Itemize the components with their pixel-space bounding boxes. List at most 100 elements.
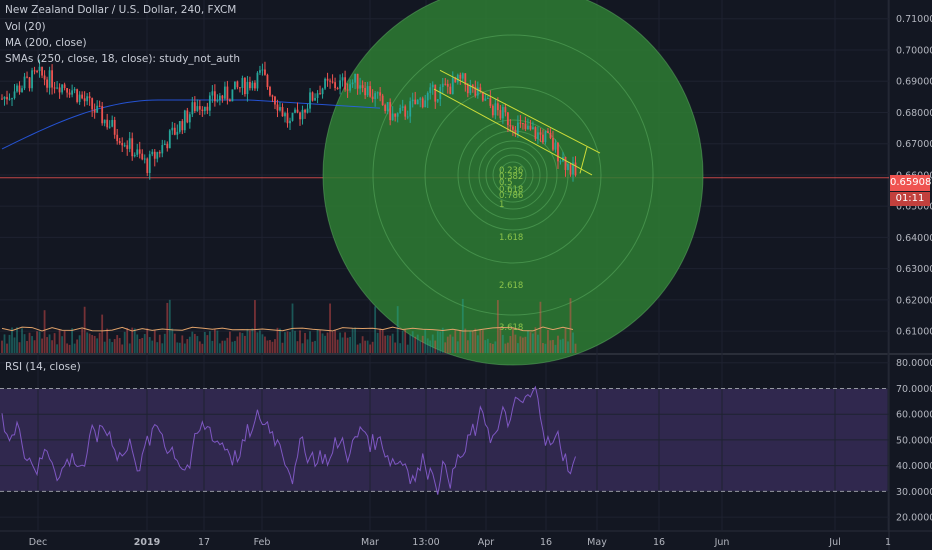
candle-body [391, 113, 394, 121]
candle-body [354, 73, 357, 83]
candle-body [476, 87, 479, 96]
candle-body [537, 132, 539, 139]
candle-body [359, 85, 362, 89]
volume-bar [386, 335, 389, 353]
candle-body [369, 86, 372, 97]
candle-body [444, 83, 447, 85]
sma-legend[interactable]: SMAs (250, close, 18, close): study_not_… [5, 53, 240, 65]
ma-200-path [1, 99, 381, 150]
volume-bar [361, 336, 364, 353]
candle-body [226, 86, 229, 100]
volume-bar [123, 331, 126, 353]
volume-bar [66, 343, 69, 353]
volume-bar [33, 340, 36, 353]
candle-body [231, 89, 234, 102]
volume-bar [93, 335, 96, 353]
volume-bar [321, 333, 324, 353]
volume-bar [143, 334, 146, 353]
price-tick-label: 0.61000 [896, 327, 932, 338]
fib-circle[interactable] [499, 161, 527, 189]
candle-body [158, 152, 161, 154]
volume-bar [366, 340, 369, 353]
volume-bar [251, 328, 254, 353]
channel-upper-line[interactable] [439, 69, 601, 154]
volume-bar [374, 306, 377, 353]
candle-body [409, 101, 412, 117]
volume-bar [401, 330, 404, 353]
volume-bar [394, 342, 397, 353]
fib-circle[interactable] [322, 0, 704, 366]
candle-body [68, 92, 71, 95]
volume-bar [128, 343, 131, 353]
fib-circle[interactable] [372, 34, 654, 316]
rsi-tick-label: 80.0000 [896, 358, 932, 369]
price-tick-label: 0.65000 [896, 202, 932, 213]
countdown-tag: 01:11 [890, 192, 930, 206]
fib-circle[interactable] [492, 154, 534, 196]
channel-edge-line[interactable] [579, 146, 588, 174]
channel-lower-line[interactable] [433, 88, 593, 176]
candlestick-series [1, 59, 577, 182]
candle-body [96, 105, 99, 113]
fib-circle[interactable] [478, 140, 548, 210]
candle-body [429, 87, 432, 93]
candle-body [569, 164, 572, 175]
ma-legend[interactable]: MA (200, close) [5, 37, 87, 49]
volume-bar [286, 331, 289, 353]
volume-legend[interactable]: Vol (20) [5, 21, 46, 33]
candle-body [183, 110, 186, 131]
rsi-legend[interactable]: RSI (14, close) [5, 361, 81, 373]
candle-body [271, 95, 274, 97]
candle-body [321, 88, 324, 95]
candle-body [456, 74, 459, 83]
candle-body [351, 82, 354, 85]
candle-body [524, 123, 527, 130]
volume-bar [319, 330, 321, 353]
volume-bar [534, 327, 537, 353]
volume-bar [81, 328, 84, 353]
rsi-tick-label: 50.0000 [896, 435, 932, 446]
fib-circle[interactable] [424, 86, 602, 264]
candle-body [168, 130, 171, 149]
candle-body [489, 97, 492, 106]
volume-bar [51, 340, 53, 353]
volume-bar [299, 330, 301, 353]
fib-circle[interactable] [485, 147, 541, 203]
fib-circle[interactable] [457, 119, 569, 231]
volume-bar [419, 340, 422, 353]
volume-bar [481, 330, 484, 353]
volume-bar [161, 343, 164, 353]
volume-bar [156, 342, 159, 353]
volume-bar [264, 336, 266, 353]
candle-body [326, 78, 329, 81]
volume-bar [3, 334, 6, 353]
volume-bar [499, 327, 502, 353]
candle-body [484, 98, 487, 101]
candle-body [141, 153, 144, 160]
volume-bar [211, 340, 214, 353]
fib-level-label: 0.5 [499, 178, 513, 188]
candle-body [306, 108, 309, 113]
candle-body [544, 131, 547, 143]
volume-bar [13, 337, 16, 353]
volume-bar [504, 343, 507, 353]
symbol-title[interactable]: New Zealand Dollar / U.S. Dollar, 240, F… [5, 4, 237, 16]
volume-bar [564, 327, 567, 353]
volume-bar [138, 338, 141, 353]
volume-bar [421, 335, 424, 353]
volume-bar [186, 339, 189, 353]
candle-body [153, 151, 156, 159]
candle-body [404, 106, 407, 117]
volume-bar [537, 334, 539, 353]
candle-body [1, 98, 3, 100]
candle-body [101, 106, 104, 124]
candle-body [394, 113, 397, 117]
volume-bar [359, 343, 362, 353]
candle-body [509, 125, 512, 127]
candle-body [324, 78, 326, 89]
trend-channel[interactable] [433, 69, 601, 176]
volume-bar [416, 334, 419, 353]
fib-outer-circle[interactable] [323, 0, 703, 365]
